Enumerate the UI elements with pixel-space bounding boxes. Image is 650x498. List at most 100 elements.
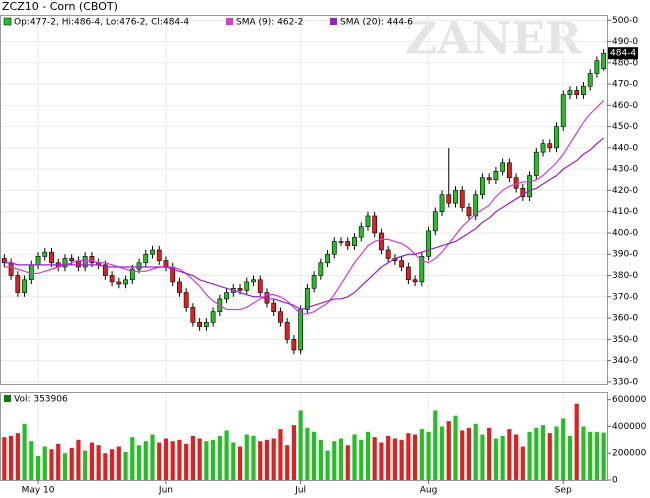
candle-body — [257, 279, 263, 293]
y-tick-label: 500-0 — [612, 16, 638, 26]
candle-body — [89, 256, 95, 264]
candle-body — [567, 90, 573, 96]
y-tick-label: 340-0 — [612, 356, 638, 366]
legend-label: SMA (9): 462-2 — [236, 18, 303, 28]
y-tick-label: 490-0 — [612, 37, 638, 47]
volume-bar — [96, 445, 101, 480]
volume-bar — [22, 423, 27, 480]
candle-body — [62, 258, 68, 268]
candle-body — [203, 322, 209, 327]
volume-bar — [177, 439, 182, 480]
candle-body — [190, 307, 196, 323]
candle-body — [412, 279, 418, 283]
y-tick-label: 410-0 — [612, 207, 638, 217]
sma-line — [4, 137, 605, 311]
volume-bar — [76, 439, 81, 480]
candle-body — [251, 279, 256, 283]
volume-bar — [338, 438, 344, 480]
y-tick-label: 380-0 — [612, 271, 638, 281]
candle-body — [197, 322, 203, 327]
x-tick-label: Jul — [294, 486, 306, 496]
volume-bar — [116, 446, 121, 480]
volume-bar — [561, 418, 566, 480]
volume-bar — [244, 434, 249, 480]
candle-body — [311, 275, 317, 289]
x-tick-label: May 10 — [22, 486, 55, 496]
chart-title: ZCZ10 - Corn (CBOT) — [2, 0, 118, 13]
volume-bar — [197, 438, 202, 480]
volume-bar — [372, 437, 377, 480]
candle-body — [163, 260, 169, 268]
candle-body — [42, 251, 48, 257]
volume-bar — [291, 425, 296, 480]
volume-bar — [42, 446, 47, 480]
y-tick-label: 600000 — [612, 395, 647, 405]
ohlc-label: Op:477-2, Hi:486-4, Lo:476-2, Cl:484-4 — [14, 18, 189, 28]
volume-bar — [345, 445, 350, 480]
candle-body — [8, 262, 14, 276]
candle-body — [358, 226, 364, 238]
volume-bar — [204, 441, 209, 480]
volume-bar — [231, 442, 236, 480]
candle-body — [500, 162, 506, 172]
volume-bar — [332, 441, 337, 480]
volume-bar — [466, 427, 472, 480]
candle-body — [318, 262, 324, 276]
watermark: ZANER — [405, 14, 582, 65]
y-tick-label: 420-0 — [612, 186, 638, 196]
candle-body — [49, 251, 54, 264]
y-tick-label: 440-0 — [612, 143, 638, 153]
legend-swatch — [3, 17, 12, 26]
volume-bar — [305, 427, 310, 480]
candle-body — [352, 236, 357, 247]
y-tick-label: 470-0 — [612, 80, 638, 90]
candle-body — [237, 287, 243, 291]
candle-body — [143, 253, 149, 264]
volume-bar — [386, 435, 391, 480]
candle-body — [1, 258, 7, 264]
y-tick-label: 370-0 — [612, 292, 638, 302]
legend-swatch — [330, 18, 337, 25]
volume-bar — [15, 433, 20, 480]
volume-bar — [433, 410, 438, 480]
candle-body — [284, 322, 290, 340]
volume-bar — [150, 434, 155, 480]
volume-bar — [581, 426, 586, 480]
candle-body — [123, 279, 128, 285]
candle-body — [116, 281, 122, 285]
candle-body — [480, 177, 485, 195]
candle-body — [136, 262, 142, 270]
candle-body — [69, 258, 75, 261]
candle-body — [426, 230, 431, 257]
candle-body — [385, 249, 391, 259]
last-price-label: 484-4 — [610, 49, 636, 59]
y-tick-label: 450-0 — [612, 122, 638, 132]
volume-bar — [264, 439, 270, 480]
candle-body — [379, 232, 384, 251]
candle-body — [82, 256, 88, 268]
volume-bar — [392, 438, 397, 480]
candle-body — [304, 287, 310, 310]
y-tick-label: 390-0 — [612, 250, 638, 260]
volume-bar — [83, 450, 88, 480]
volume-bar — [251, 435, 256, 480]
candle-body — [459, 190, 465, 208]
volume-bar — [184, 443, 189, 480]
y-tick-label: 460-0 — [612, 101, 638, 111]
volume-bar — [379, 442, 384, 480]
y-tick-label: 350-0 — [612, 335, 638, 345]
volume-bar — [62, 453, 68, 480]
candle-body — [520, 188, 526, 198]
y-tick-label: 200000 — [612, 449, 647, 459]
volume-bar — [217, 435, 222, 480]
candle-body — [22, 279, 27, 293]
legend-swatch — [226, 18, 233, 25]
candle-body — [278, 311, 283, 323]
volume-panel — [0, 392, 608, 481]
volume-bar — [2, 437, 7, 480]
candle-body — [210, 311, 216, 323]
candle-body — [601, 52, 607, 69]
candle-body — [291, 339, 297, 351]
candle-body — [372, 215, 378, 234]
